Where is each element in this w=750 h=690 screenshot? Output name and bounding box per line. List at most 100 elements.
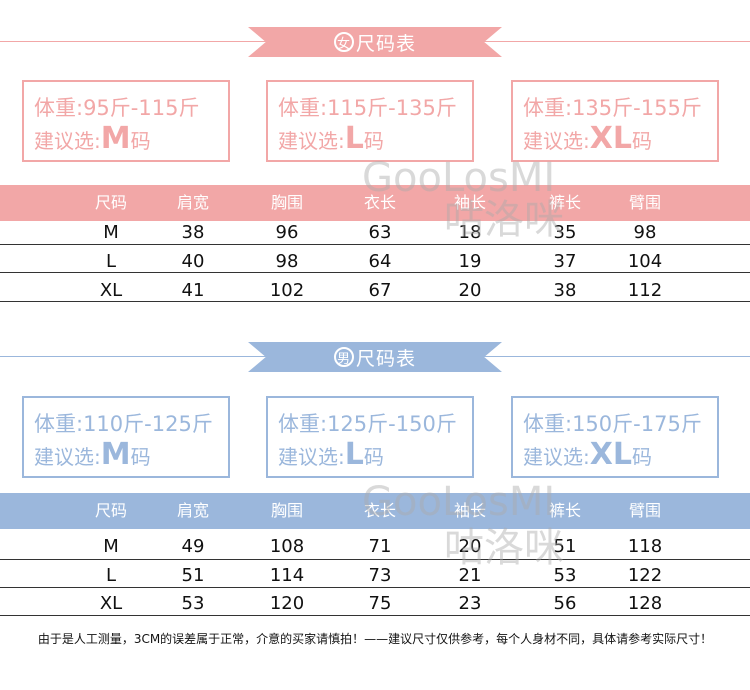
female-badge-icon: 女 xyxy=(333,32,354,52)
cell-pants: 35 xyxy=(553,222,577,243)
table-row: M 38 96 63 18 35 98 xyxy=(0,219,750,247)
cell-arm: 122 xyxy=(627,565,663,586)
col-header-size: 尺码 xyxy=(94,501,127,520)
col-header-arm: 臂围 xyxy=(628,501,661,520)
suggest-label: 建议选: xyxy=(523,129,590,153)
table-row: M 49 108 71 20 51 118 xyxy=(0,533,750,561)
suggest-label: 建议选: xyxy=(278,129,345,153)
col-header-chest: 胸围 xyxy=(270,193,303,212)
cell-pants: 53 xyxy=(553,565,577,586)
size-suffix: 码 xyxy=(363,445,384,469)
male-box-l-weight: 体重:125斤-150斤 xyxy=(278,412,457,436)
male-title: 尺码表 xyxy=(355,347,416,370)
col-header-length: 衣长 xyxy=(363,501,396,520)
cell-arm: 104 xyxy=(627,251,663,272)
size-suffix: 码 xyxy=(130,129,151,153)
col-header-sleeve: 袖长 xyxy=(453,501,486,520)
cell-arm: 118 xyxy=(627,536,663,557)
cell-chest: 102 xyxy=(269,280,305,301)
cell-shoulder: 51 xyxy=(181,565,205,586)
cell-chest: 120 xyxy=(269,593,305,614)
cell-shoulder: 38 xyxy=(181,222,205,243)
suggest-label: 建议选: xyxy=(523,445,590,469)
female-box-l-weight: 体重:115斤-135斤 xyxy=(278,96,457,120)
female-box-l: 体重:115斤-135斤 建议选:L码 xyxy=(266,80,474,162)
suggest-size: M xyxy=(100,121,131,156)
footer-note: 由于是人工测量，3CM的误差属于正常，介意的买家请慎拍！——建议尺寸仅供参考，每… xyxy=(37,632,713,646)
cell-shoulder: 53 xyxy=(181,593,205,614)
male-box-m-weight: 体重:110斤-125斤 xyxy=(34,412,213,436)
cell-length: 63 xyxy=(368,222,392,243)
female-title-ribbon: 女 尺码表 xyxy=(248,27,502,57)
cell-arm: 112 xyxy=(627,280,663,301)
cell-chest: 114 xyxy=(269,565,305,586)
suggest-size: L xyxy=(344,437,364,472)
cell-size: L xyxy=(105,565,117,586)
row-divider xyxy=(0,615,750,616)
watermark-chinese: 咕洛咪 xyxy=(444,197,564,243)
cell-size: L xyxy=(105,251,117,272)
suggest-size: XL xyxy=(589,437,632,472)
female-box-xl: 体重:135斤-155斤 建议选:XL码 xyxy=(511,80,719,162)
male-box-l: 体重:125斤-150斤 建议选:L码 xyxy=(266,396,474,478)
cell-pants: 38 xyxy=(553,280,577,301)
suggest-label: 建议选: xyxy=(34,445,101,469)
cell-sleeve: 20 xyxy=(458,280,482,301)
cell-chest: 98 xyxy=(275,251,299,272)
male-table-header: 尺码 肩宽 胸围 衣长 袖长 裤长 臂围 xyxy=(0,493,750,529)
table-row: XL 53 120 75 23 56 128 xyxy=(0,590,750,618)
col-header-shoulder: 肩宽 xyxy=(176,501,209,520)
cell-sleeve: 19 xyxy=(458,251,482,272)
col-header-length: 衣长 xyxy=(363,193,396,212)
col-header-sleeve: 袖长 xyxy=(453,193,486,212)
size-suffix: 码 xyxy=(632,445,652,469)
cell-shoulder: 41 xyxy=(181,280,205,301)
cell-chest: 96 xyxy=(275,222,299,243)
size-suffix: 码 xyxy=(363,129,384,153)
female-box-xl-weight: 体重:135斤-155斤 xyxy=(523,96,702,120)
cell-arm: 128 xyxy=(627,593,663,614)
cell-size: M xyxy=(103,222,119,243)
row-divider xyxy=(0,244,750,245)
suggest-size: M xyxy=(100,437,131,472)
col-header-shoulder: 肩宽 xyxy=(176,193,209,212)
row-divider xyxy=(0,587,750,588)
row-divider xyxy=(0,559,750,560)
male-box-m: 体重:110斤-125斤 建议选:M码 xyxy=(22,396,230,478)
cell-sleeve: 20 xyxy=(458,536,482,557)
female-table-header: 尺码 肩宽 胸围 衣长 袖长 裤长 臂围 xyxy=(0,185,750,221)
cell-length: 73 xyxy=(368,565,392,586)
col-header-arm: 臂围 xyxy=(628,193,661,212)
cell-length: 64 xyxy=(368,251,392,272)
cell-length: 75 xyxy=(368,593,392,614)
suggest-label: 建议选: xyxy=(34,129,101,153)
cell-length: 71 xyxy=(368,536,392,557)
male-title-ribbon: 男 尺码表 xyxy=(248,342,502,372)
male-badge-icon: 男 xyxy=(333,347,354,367)
cell-pants: 56 xyxy=(553,593,577,614)
row-divider xyxy=(0,301,750,302)
cell-sleeve: 18 xyxy=(458,222,482,243)
male-box-xl-weight: 体重:150斤-175斤 xyxy=(523,412,702,436)
cell-sleeve: 21 xyxy=(458,565,482,586)
col-header-chest: 胸围 xyxy=(270,501,303,520)
cell-size: XL xyxy=(99,593,123,614)
suggest-size: XL xyxy=(589,121,632,156)
cell-arm: 98 xyxy=(633,222,657,243)
female-box-m: 体重:95斤-115斤 建议选:M码 xyxy=(22,80,230,162)
table-row: L 40 98 64 19 37 104 xyxy=(0,248,750,276)
table-row: XL 41 102 67 20 38 112 xyxy=(0,277,750,305)
cell-shoulder: 49 xyxy=(181,536,205,557)
suggest-size: L xyxy=(344,121,364,156)
cell-length: 67 xyxy=(368,280,392,301)
col-header-pants: 裤长 xyxy=(548,193,581,212)
suggest-label: 建议选: xyxy=(278,445,345,469)
cell-pants: 37 xyxy=(553,251,577,272)
cell-shoulder: 40 xyxy=(181,251,205,272)
female-title: 尺码表 xyxy=(355,32,416,55)
watermark-chinese: 咕洛咪 xyxy=(444,525,564,571)
col-header-size: 尺码 xyxy=(94,193,127,212)
cell-chest: 108 xyxy=(269,536,305,557)
female-box-m-weight: 体重:95斤-115斤 xyxy=(34,96,200,120)
col-header-pants: 裤长 xyxy=(548,501,581,520)
